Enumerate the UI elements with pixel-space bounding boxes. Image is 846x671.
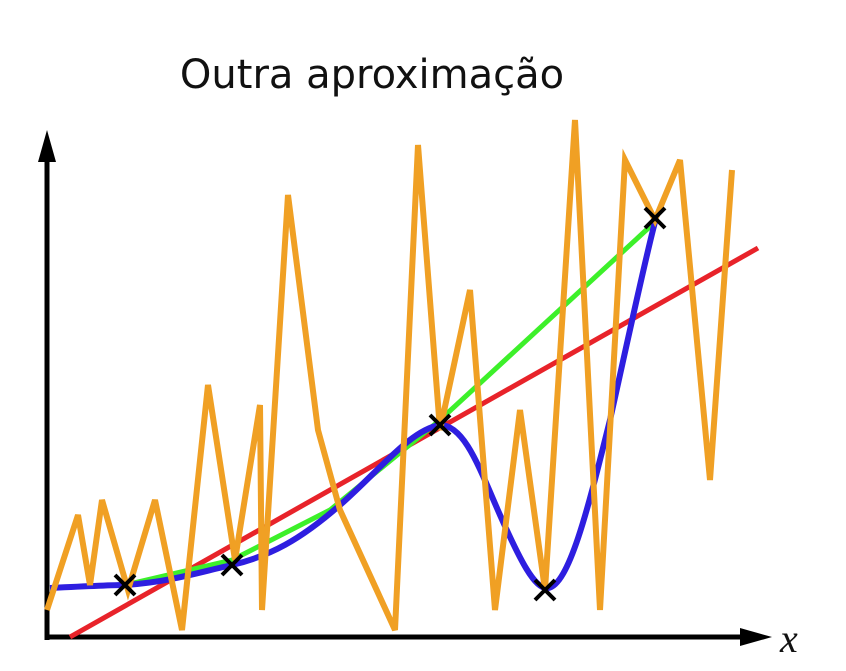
data-point — [533, 578, 557, 602]
overfit-curve — [44, 119, 735, 632]
data-point — [428, 413, 452, 437]
data-point — [220, 553, 244, 577]
data-points — [113, 206, 667, 602]
title: Outra aproximação — [180, 52, 564, 98]
x-axis-label: x — [779, 616, 798, 661]
y-axis-arrow — [38, 130, 56, 162]
data-point — [113, 573, 137, 597]
x-axis-arrow — [740, 628, 772, 646]
data-point — [643, 206, 667, 230]
